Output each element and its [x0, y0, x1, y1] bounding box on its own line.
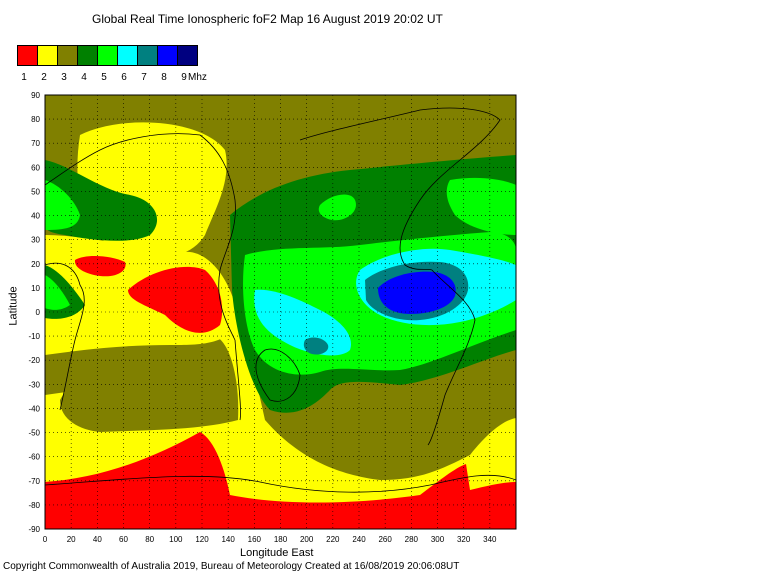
contour-level-6-pacific — [254, 289, 351, 356]
x-tick-label: 120 — [195, 535, 209, 544]
legend-label-5: 5 — [101, 72, 107, 83]
x-tick-label: 200 — [300, 535, 314, 544]
x-tick-label: 60 — [119, 535, 128, 544]
legend-unit: Mhz — [188, 72, 207, 83]
contour-level-3-indian-ocean — [60, 335, 239, 432]
contour-level-5-africa — [45, 275, 70, 310]
y-tick-label: 0 — [36, 308, 41, 317]
x-tick-label: 220 — [326, 535, 340, 544]
legend-label-4: 4 — [81, 72, 87, 83]
legend-label-9: 9 — [181, 72, 187, 83]
x-tick-label: 260 — [378, 535, 392, 544]
contour-level-1-antarctic — [45, 432, 516, 529]
x-tick-label: 40 — [93, 535, 102, 544]
y-tick-label: -80 — [28, 501, 40, 510]
contour-level-5-north-atlantic — [446, 177, 516, 235]
y-tick-label: -50 — [28, 429, 40, 438]
x-tick-label: 20 — [67, 535, 76, 544]
x-tick-label: 320 — [457, 535, 471, 544]
legend-label-7: 7 — [141, 72, 147, 83]
legend-label-3: 3 — [61, 72, 67, 83]
legend-swatch-1 — [18, 46, 37, 65]
y-tick-label: -30 — [28, 380, 40, 389]
legend-swatch-2 — [37, 46, 57, 65]
y-axis-label: Latitude — [7, 286, 20, 326]
map-title: Global Real Time Ionospheric foF2 Map 16… — [92, 12, 443, 26]
legend-swatch-9 — [177, 46, 197, 65]
coast-eurasia — [45, 133, 241, 421]
y-tick-labels: 90 80 70 60 50 40 30 20 10 0 -10 -20 -30 -40 -50 -60 -70… — [28, 91, 40, 534]
x-tick-label: 140 — [221, 535, 235, 544]
x-tick-label: 340 — [483, 535, 497, 544]
x-tick-label: 0 — [43, 535, 48, 544]
y-tick-label: 50 — [31, 187, 40, 196]
x-tick-label: 80 — [145, 535, 154, 544]
contour-level-1-southeast-asia — [128, 266, 223, 333]
y-tick-label: -70 — [28, 477, 40, 486]
legend-swatch-5 — [97, 46, 117, 65]
legend-label-8: 8 — [161, 72, 167, 83]
coast-antarctica — [45, 474, 516, 493]
legend-swatch-6 — [117, 46, 137, 65]
y-tick-label: 20 — [31, 260, 40, 269]
contour-level-1-arabia — [74, 256, 126, 277]
x-axis-label: Longitude East — [240, 547, 314, 559]
contour-level-5-north-pacific — [318, 194, 356, 221]
legend-swatch-7 — [137, 46, 157, 65]
legend-swatch-3 — [57, 46, 77, 65]
plot-frame — [44, 94, 517, 530]
y-tick-label: 70 — [31, 139, 40, 148]
contour-level-8-peak — [378, 271, 456, 314]
y-tick-label: -10 — [28, 332, 40, 341]
x-tick-label: 180 — [274, 535, 288, 544]
y-tick-label: -20 — [28, 356, 40, 365]
contour-level-5-europe — [45, 180, 80, 230]
y-tick-label: 60 — [31, 163, 40, 172]
legend-label-1: 1 — [21, 72, 27, 83]
y-tick-label: 80 — [31, 115, 40, 124]
coast-australia — [255, 348, 301, 402]
coast-africa — [45, 262, 85, 411]
color-legend — [17, 45, 198, 66]
copyright-footer: Copyright Commonwealth of Australia 2019… — [3, 561, 460, 572]
coast-north-america — [299, 107, 501, 271]
legend-swatch-8 — [157, 46, 177, 65]
x-tick-label: 280 — [405, 535, 419, 544]
x-tick-labels: 0 20 40 60 80 100 120 140 160 180 200 220 240 260 280 3… — [43, 535, 497, 544]
y-tick-label: -40 — [28, 404, 40, 413]
x-tick-label: 160 — [248, 535, 262, 544]
y-tick-label: 40 — [31, 212, 40, 221]
y-tick-label: 10 — [31, 284, 40, 293]
x-tick-label: 240 — [352, 535, 366, 544]
coast-south-america — [427, 269, 476, 446]
y-tick-label: 30 — [31, 236, 40, 245]
y-tick-label: 90 — [31, 91, 40, 100]
legend-label-2: 2 — [41, 72, 47, 83]
y-tick-label: -90 — [28, 525, 40, 534]
legend-label-6: 6 — [121, 72, 127, 83]
y-tick-label: -60 — [28, 453, 40, 462]
contour-level-7-pacific — [303, 337, 329, 355]
legend-swatch-4 — [77, 46, 97, 65]
coastline-layer — [45, 107, 516, 493]
x-tick-label: 100 — [169, 535, 183, 544]
x-tick-label: 300 — [431, 535, 445, 544]
